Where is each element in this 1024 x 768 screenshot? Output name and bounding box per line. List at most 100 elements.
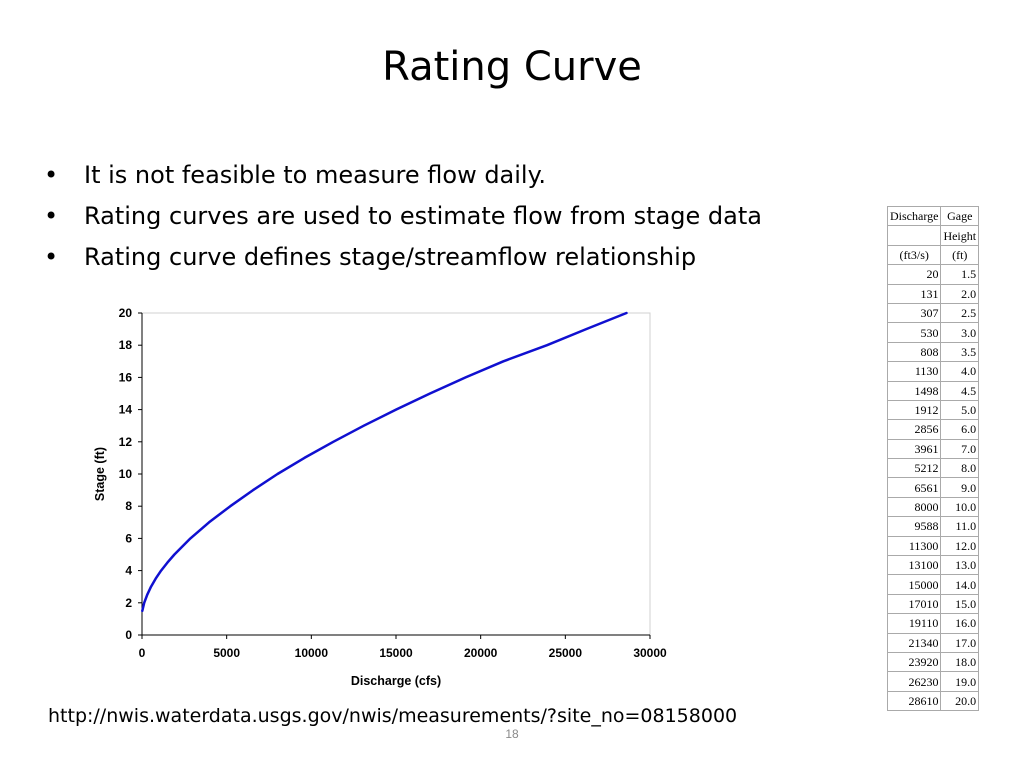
discharge-cell: 19110 <box>886 613 942 634</box>
rating-table: Discharge Gage Height (ft3/s) (ft) 20 1.5 131 2.… <box>886 205 980 712</box>
slide-title: Rating Curve <box>382 44 642 90</box>
table-row: 307 2.5 <box>886 302 980 324</box>
y-tick-label: 10 <box>119 467 133 481</box>
plot-area-frame <box>141 312 651 636</box>
header-cell: Gage <box>940 205 980 227</box>
gage-height-cell: 4.0 <box>940 361 980 382</box>
table-row: 21340 17.0 <box>886 632 980 653</box>
gage-height-cell: 18.0 <box>940 651 980 673</box>
discharge-cell: 5212 <box>886 458 942 479</box>
x-tick-label: 10000 <box>295 646 329 660</box>
gage-height-cell: 11.0 <box>940 516 980 537</box>
discharge-cell: 6561 <box>886 477 942 498</box>
gage-height-cell: 2.0 <box>940 283 980 304</box>
series-line <box>141 311 628 613</box>
discharge-cell: 2856 <box>886 419 942 440</box>
gage-height-cell: 2.5 <box>940 302 980 324</box>
y-tick-label: 0 <box>125 628 132 642</box>
table-row: 15000 14.0 <box>886 574 980 595</box>
table-row: 131 2.0 <box>886 283 980 304</box>
gage-height-cell: 1.5 <box>940 264 980 285</box>
bullet-item: • Rating curves are used to estimate flow… <box>44 196 762 237</box>
rating-curve-chart: 0 2 4 6 8 10 12 14 16 18 20 0 5000 10000 15000 20000 250… <box>93 306 667 688</box>
discharge-cell: 131 <box>886 283 942 304</box>
discharge-cell: 28610 <box>886 690 942 712</box>
bullet-icon: • <box>44 202 59 230</box>
gage-height-cell: 8.0 <box>940 458 980 479</box>
x-tick-label: 5000 <box>213 646 240 660</box>
discharge-cell: 530 <box>886 322 942 343</box>
x-tick-label: 30000 <box>633 646 667 660</box>
table-header-row: Height <box>886 225 980 246</box>
discharge-cell: 21340 <box>886 632 942 653</box>
gage-height-cell: 17.0 <box>940 632 980 653</box>
bullet-list: • It is not feasible to measure flow dail… <box>44 155 762 278</box>
discharge-cell: 808 <box>886 341 942 363</box>
gage-height-cell: 4.5 <box>940 380 980 401</box>
y-tick-label: 12 <box>119 435 133 449</box>
bullet-item: • Rating curve defines stage/streamflow r… <box>44 237 762 278</box>
y-axis-title: Stage (ft) <box>93 447 107 501</box>
table-row: 1498 4.5 <box>886 380 980 401</box>
gage-height-cell: 6.0 <box>940 419 980 440</box>
table-row: 23920 18.0 <box>886 651 980 673</box>
y-tick-label: 2 <box>125 596 132 610</box>
gage-height-cell: 15.0 <box>940 593 980 615</box>
gage-height-cell: 12.0 <box>940 535 980 557</box>
table-row: 1130 4.0 <box>886 361 980 382</box>
y-tick-label: 4 <box>125 564 132 578</box>
table-row: 11300 12.0 <box>886 535 980 557</box>
discharge-cell: 26230 <box>886 671 942 692</box>
gage-height-cell: 3.5 <box>940 341 980 363</box>
discharge-cell: 11300 <box>886 535 942 557</box>
gage-height-cell: 13.0 <box>940 555 980 576</box>
gage-height-cell: 14.0 <box>940 574 980 595</box>
y-tick-label: 18 <box>119 338 133 352</box>
discharge-cell: 1498 <box>886 380 942 401</box>
discharge-cell: 8000 <box>886 496 942 518</box>
gage-height-cell: 16.0 <box>940 613 980 634</box>
table-row: 5212 8.0 <box>886 458 980 479</box>
table-row: 28610 20.0 <box>886 690 980 712</box>
table-row: 2856 6.0 <box>886 419 980 440</box>
header-cell <box>886 225 942 246</box>
discharge-cell: 23920 <box>886 651 942 673</box>
y-tick-label: 14 <box>119 403 133 417</box>
bullet-text: Rating curve defines stage/streamflow re… <box>84 243 697 271</box>
rating-table-container: Discharge Gage Height (ft3/s) (ft) 20 1.5 131 2.… <box>886 205 980 712</box>
header-cell: Height <box>940 225 980 246</box>
discharge-cell: 13100 <box>886 555 942 576</box>
y-tick-label: 20 <box>119 306 133 320</box>
discharge-cell: 17010 <box>886 593 942 615</box>
table-row: 20 1.5 <box>886 264 980 285</box>
discharge-cell: 1130 <box>886 361 942 382</box>
gage-height-cell: 9.0 <box>940 477 980 498</box>
gage-height-cell: 3.0 <box>940 322 980 343</box>
discharge-cell: 307 <box>886 302 942 324</box>
table-row: 26230 19.0 <box>886 671 980 692</box>
table-row: 530 3.0 <box>886 322 980 343</box>
header-cell: Discharge <box>886 205 942 227</box>
source-url[interactable]: http://nwis.waterdata.usgs.gov/nwis/meas… <box>48 705 738 727</box>
discharge-cell: 15000 <box>886 574 942 595</box>
x-axis-title: Discharge (cfs) <box>351 674 441 688</box>
x-tick-label: 15000 <box>379 646 413 660</box>
y-tick-label: 8 <box>125 499 132 513</box>
table-row: 19110 16.0 <box>886 613 980 634</box>
bullet-item: • It is not feasible to measure flow dail… <box>44 155 762 196</box>
page-number: 18 <box>505 727 519 741</box>
table-row: 17010 15.0 <box>886 593 980 615</box>
table-row: 3961 7.0 <box>886 438 980 460</box>
bullet-text: Rating curves are used to estimate flow … <box>84 202 762 230</box>
table-row: 808 3.5 <box>886 341 980 363</box>
discharge-cell: 20 <box>886 264 942 285</box>
table-header-row: (ft3/s) (ft) <box>886 244 980 266</box>
x-tick-label: 0 <box>139 646 146 660</box>
gage-height-cell: 7.0 <box>940 438 980 460</box>
bullet-text: It is not feasible to measure flow daily… <box>84 161 547 189</box>
x-tick-label: 25000 <box>549 646 583 660</box>
table-row: 6561 9.0 <box>886 477 980 498</box>
discharge-cell: 1912 <box>886 399 942 421</box>
table-header-row: Discharge Gage <box>886 205 980 227</box>
table-row: 1912 5.0 <box>886 399 980 421</box>
